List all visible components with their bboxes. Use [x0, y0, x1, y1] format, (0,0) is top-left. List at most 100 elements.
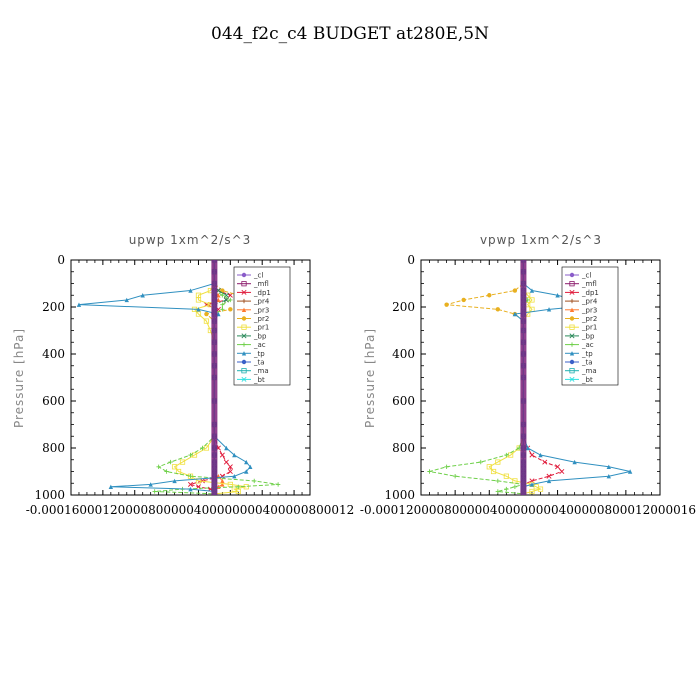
legend-marker — [569, 376, 575, 382]
series-point — [512, 484, 518, 489]
series-point — [529, 482, 535, 487]
legend-label: _bp — [581, 332, 595, 340]
series-point — [203, 318, 210, 324]
series-point — [495, 489, 501, 494]
series-point — [220, 302, 225, 307]
series-point — [140, 293, 145, 298]
panel-title: vpwp 1xm^2/s^3 — [480, 233, 602, 247]
series-point — [219, 452, 225, 458]
series-point — [244, 469, 249, 474]
series_pr2 — [444, 260, 526, 495]
series-point — [248, 464, 253, 469]
series-point — [220, 288, 225, 293]
series-point — [188, 474, 193, 479]
y-tick-label: 200 — [42, 300, 65, 314]
legend-label: _mfl — [581, 280, 597, 288]
series-point — [555, 293, 560, 298]
legend: _cl_mfl_dp1_pr4_pr3_pr2_pr1_bp_ac_tp_ta_… — [233, 266, 291, 386]
y-tick-label: 1000 — [34, 488, 65, 502]
legend-label: _cl — [581, 272, 591, 280]
series-point — [223, 459, 229, 465]
series-point — [220, 307, 225, 312]
legend-marker — [569, 351, 575, 356]
series-point — [188, 486, 193, 492]
legend-label: _dp1 — [581, 289, 599, 297]
series-point — [606, 474, 611, 479]
legend-marker — [569, 359, 575, 365]
series-point — [227, 464, 233, 470]
legend-label: _dp1 — [253, 289, 271, 297]
legend-box — [233, 266, 291, 386]
y-tick-label: 1000 — [384, 488, 415, 502]
panel-vpwp: vpwp 1xm^2/s^3 Pressure [hPa] -0.0001200… — [360, 233, 696, 517]
legend-box — [561, 266, 619, 386]
plot-area — [76, 260, 281, 495]
series-point — [171, 464, 178, 470]
zero-overlap-band — [211, 260, 218, 495]
legend-marker — [241, 376, 247, 382]
legend-marker — [241, 342, 247, 347]
legend-label: _tp — [581, 350, 593, 358]
y-axis-label: Pressure [hPa] — [363, 328, 377, 428]
panel-title: upwp 1xm^2/s^3 — [129, 233, 252, 247]
series-point — [204, 311, 209, 317]
y-axis-label: Pressure [hPa] — [12, 328, 26, 428]
series-point — [244, 459, 249, 465]
legend-label: _pr2 — [581, 315, 597, 323]
legend-label: _bt — [253, 376, 265, 384]
series-point — [444, 302, 449, 307]
legend-marker — [569, 324, 575, 330]
y-tick-label: 800 — [392, 441, 415, 455]
series-point — [529, 452, 535, 458]
series-point — [188, 452, 193, 458]
series-point — [156, 464, 161, 469]
legend-marker — [569, 316, 575, 321]
series-point — [504, 452, 509, 458]
series-point — [529, 488, 535, 495]
series-point — [232, 474, 237, 479]
series-point — [148, 482, 153, 487]
series-point — [427, 469, 432, 474]
y-tick-label: 0 — [57, 253, 65, 267]
series-point — [572, 459, 577, 465]
series-point — [195, 311, 202, 317]
y-tick-label: 0 — [407, 253, 415, 267]
series-point — [490, 468, 497, 475]
legend-label: _pr2 — [253, 315, 269, 323]
legend-label: _pr3 — [253, 306, 269, 314]
series-point — [196, 307, 201, 312]
legend-label: _ma — [253, 367, 269, 375]
figure-title: 044_f2c_c4 BUDGET at280E,5N — [211, 24, 489, 44]
legend-label: _pr4 — [581, 298, 598, 306]
series-point — [227, 468, 233, 475]
series-point — [546, 473, 552, 479]
series-point — [235, 488, 241, 495]
series-point — [512, 311, 518, 317]
legend-marker — [241, 359, 247, 365]
series-point — [236, 484, 241, 489]
series-point — [537, 486, 544, 492]
series-point — [275, 482, 281, 487]
y-tick-label: 600 — [392, 394, 415, 408]
series-point — [188, 288, 193, 293]
series-point — [252, 478, 257, 484]
legend-marker — [569, 272, 575, 278]
series-line — [429, 260, 529, 495]
legend-label: _ac — [581, 341, 594, 349]
y-tick-label: 800 — [42, 441, 65, 455]
series-point — [200, 445, 205, 451]
series-point — [228, 307, 233, 312]
x-tick-labels: -0.0001200008000004000000004000008000120… — [360, 503, 696, 517]
legend-marker — [241, 333, 247, 339]
legend-marker — [241, 298, 247, 304]
series_dp1 — [187, 260, 233, 495]
legend-label: _pr3 — [581, 306, 597, 314]
legend-marker — [569, 289, 575, 295]
legend-marker — [241, 307, 247, 312]
legend-label: _pr1 — [253, 324, 269, 332]
series-point — [172, 478, 177, 484]
legend-label: _pr4 — [253, 298, 270, 306]
series-point — [224, 445, 229, 451]
series-point — [606, 464, 611, 469]
